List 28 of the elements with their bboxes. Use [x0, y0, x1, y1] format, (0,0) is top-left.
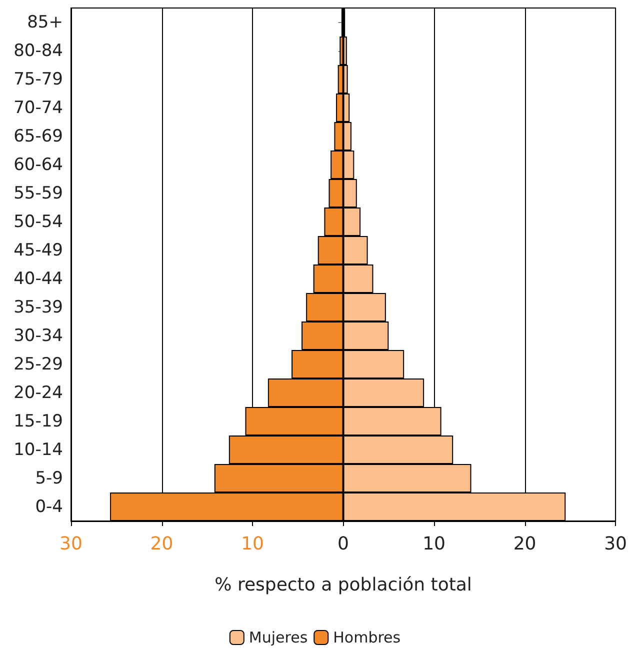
- y-tick-label: 65-69: [14, 126, 63, 146]
- y-tick-label: 75-79: [14, 69, 63, 90]
- y-tick-label: 70-74: [14, 98, 63, 118]
- x-tick-label: 10: [241, 534, 264, 554]
- x-tick-label: 0: [338, 534, 349, 554]
- y-tick-label: 15-19: [14, 411, 63, 432]
- legend-label: Hombres: [333, 628, 401, 646]
- y-tick-label: 50-54: [14, 212, 63, 232]
- y-tick-label: 60-64: [14, 154, 63, 175]
- x-axis-title: % respecto a población total: [214, 574, 472, 596]
- y-tick-label: 20-24: [14, 382, 63, 403]
- y-tick-label: 85+: [27, 12, 63, 32]
- y-tick-label: 45-49: [14, 240, 63, 260]
- y-tick-label: 55-59: [14, 183, 63, 204]
- legend-label: Mujeres: [248, 628, 308, 646]
- x-tick-label: 20: [150, 534, 174, 554]
- y-tick-label: 35-39: [14, 297, 63, 318]
- y-tick-label: 0-4: [35, 496, 63, 517]
- y-tick-label: 5-9: [35, 468, 63, 488]
- y-tick-label: 25-29: [14, 354, 63, 374]
- x-tick-label: 20: [513, 534, 536, 554]
- y-tick-label: 40-44: [14, 268, 63, 289]
- x-tick-label: 30: [60, 534, 82, 554]
- x-tick-label: 10: [422, 534, 446, 554]
- y-tick-label: 10-14: [14, 440, 63, 460]
- y-tick-label: 80-84: [14, 40, 63, 61]
- x-tick-label: 30: [604, 534, 627, 554]
- y-tick-label: 30-34: [14, 326, 63, 346]
